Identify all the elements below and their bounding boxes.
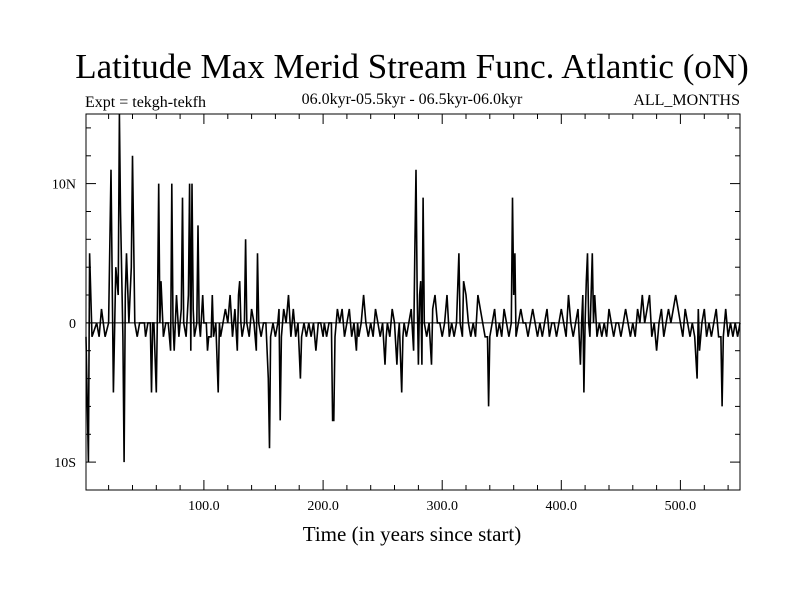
axis-tick-labels: 100.0 200.0 300.0 400.0 500.0 10N 0 10S xyxy=(52,178,696,514)
x-axis-label: Time (in years since start) xyxy=(303,522,522,546)
plot-frame xyxy=(85,113,741,491)
axis-ticks xyxy=(86,114,740,491)
x-tick-label: 400.0 xyxy=(546,499,578,514)
y-tick-label: 10S xyxy=(54,456,76,471)
y-tick-label: 0 xyxy=(69,317,76,332)
x-tick-label: 300.0 xyxy=(426,499,458,514)
x-tick-label: 100.0 xyxy=(188,499,220,514)
chart-title: Latitude Max Merid Stream Func. Atlantic… xyxy=(75,47,749,86)
y-tick-label: 10N xyxy=(52,178,76,193)
period-label: 06.0kyr-05.5kyr - 06.5kyr-06.0kyr xyxy=(302,91,523,108)
x-tick-label: 500.0 xyxy=(665,499,697,514)
experiment-label: Expt = tekgh-tekfh xyxy=(85,94,206,111)
x-tick-label: 200.0 xyxy=(307,499,339,514)
months-label: ALL_MONTHS xyxy=(633,92,740,109)
series-line xyxy=(85,113,741,463)
